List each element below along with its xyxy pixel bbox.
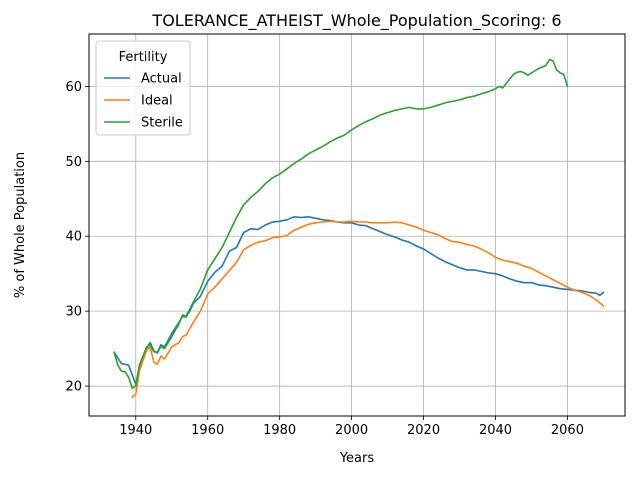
axis-ticks: 1940 1960 1980 2000 2020 2040 2060 20 30 40 50 60 bbox=[65, 80, 584, 438]
y-tick-label: 60 bbox=[65, 80, 82, 95]
legend-entries: Actual Ideal Sterile bbox=[104, 72, 183, 131]
plot-frame bbox=[88, 33, 626, 417]
y-tick-label: 50 bbox=[65, 155, 82, 170]
legend: Fertility Actual Ideal Sterile bbox=[95, 40, 191, 136]
legend-label-ideal: Ideal bbox=[141, 94, 173, 109]
legend-label-sterile: Sterile bbox=[141, 116, 183, 131]
y-tick-label: 40 bbox=[65, 230, 82, 245]
x-tick-label: 1960 bbox=[191, 423, 224, 438]
x-tick-label: 2040 bbox=[479, 423, 512, 438]
grid bbox=[89, 34, 625, 416]
legend-title: Fertility bbox=[119, 50, 168, 65]
y-tick-label: 20 bbox=[65, 380, 82, 395]
x-tick-label: 2000 bbox=[335, 423, 368, 438]
x-tick-label: 2060 bbox=[551, 423, 584, 438]
x-tick-label: 2020 bbox=[407, 423, 440, 438]
legend-label-actual: Actual bbox=[141, 72, 182, 87]
legend-box bbox=[95, 40, 191, 136]
series-line-sterile bbox=[113, 58, 569, 390]
x-axis-label: Years bbox=[339, 451, 375, 466]
series-lines bbox=[113, 58, 605, 399]
series-line-ideal bbox=[131, 220, 605, 399]
chart-title: TOLERANCE_ATHEIST_Whole_Population_Scori… bbox=[151, 11, 561, 31]
x-tick-label: 1980 bbox=[263, 423, 296, 438]
y-axis-label: % of Whole Population bbox=[13, 152, 28, 298]
x-tick-label: 1940 bbox=[119, 423, 152, 438]
y-tick-label: 30 bbox=[65, 305, 82, 320]
